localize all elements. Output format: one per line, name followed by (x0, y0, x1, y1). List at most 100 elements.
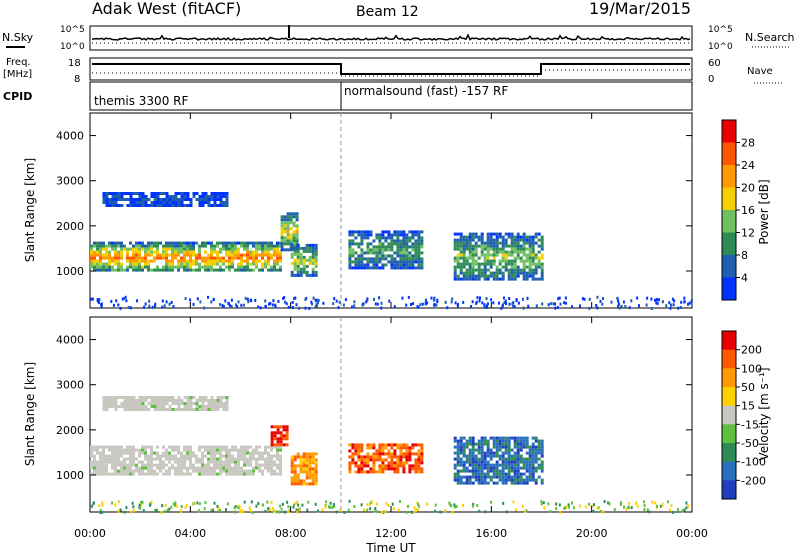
echo-cell (498, 241, 502, 245)
echo-cell (468, 436, 472, 440)
echo-cell (417, 239, 421, 243)
echo-cell (522, 241, 526, 245)
echo-cell (213, 445, 216, 449)
echo-cell (221, 304, 224, 308)
echo-cell (592, 509, 595, 513)
echo-cell (299, 270, 303, 274)
echo-cell (114, 204, 118, 207)
echo-cell (302, 458, 306, 462)
echo-cell (255, 256, 258, 260)
echo-cell (126, 399, 130, 402)
echo-cell (102, 466, 105, 470)
echo-cell (528, 262, 532, 266)
echo-cell (348, 464, 352, 468)
echo-cell (507, 259, 511, 263)
echo-cell (363, 251, 367, 255)
echo-cell (159, 192, 163, 195)
echo-cell (219, 469, 222, 473)
echo-cell (201, 256, 204, 260)
echo-cell (489, 265, 493, 269)
echo-cell (531, 235, 535, 239)
echo-cell (150, 247, 153, 251)
echo-cell (534, 268, 538, 272)
echo-cell (138, 244, 141, 248)
echo-cell (489, 457, 493, 461)
echo-cell (126, 457, 129, 461)
cpid-panel-frame (89, 81, 693, 111)
echo-cell (159, 201, 163, 204)
echo-cell (242, 303, 245, 307)
echo-cell (285, 302, 288, 306)
echo-cell (329, 501, 332, 505)
echo-cell (504, 259, 508, 263)
echo-cell (366, 242, 370, 246)
echo-cell (102, 262, 105, 266)
echo-cell (468, 247, 472, 251)
echo-cell (117, 445, 120, 449)
echo-cell (144, 472, 147, 476)
echo-cell (501, 256, 505, 260)
echo-cell (237, 506, 240, 510)
echo-cell (132, 268, 135, 272)
echo-cell (618, 306, 621, 310)
echo-cell (513, 478, 517, 482)
echo-cell (177, 451, 180, 455)
echo-cell (354, 452, 358, 456)
echo-cell (195, 466, 198, 470)
echo-cell (486, 469, 490, 473)
echo-cell (405, 455, 409, 459)
echo-cell (504, 244, 508, 248)
echo-cell (489, 241, 493, 245)
echo-cell (462, 454, 466, 458)
echo-cell (396, 251, 400, 255)
echo-cell (299, 252, 303, 256)
echo-cell (247, 300, 250, 304)
echo-cell (150, 457, 153, 461)
echo-cell (311, 455, 315, 459)
echo-cell (156, 457, 159, 461)
echo-cell (207, 256, 210, 260)
echo-cell (459, 271, 463, 275)
echo-cell (225, 201, 229, 204)
echo-cell (498, 250, 502, 254)
echo-cell (283, 221, 287, 225)
echo-cell (249, 256, 252, 260)
echo-cell (195, 241, 198, 245)
echo-cell (213, 466, 216, 470)
echo-cell (311, 476, 315, 480)
echo-cell (295, 230, 299, 234)
echo-cell (420, 461, 424, 465)
echo-cell (314, 243, 318, 247)
echo-cell (304, 306, 307, 310)
echo-cell (435, 303, 438, 307)
echo-cell (390, 464, 394, 468)
echo-cell (177, 204, 181, 207)
echo-cell (420, 245, 424, 249)
echo-cell (324, 505, 327, 509)
echo-cell (276, 241, 279, 245)
echo-cell (378, 254, 382, 258)
echo-cell (510, 478, 514, 482)
echo-cell (290, 479, 294, 483)
echo-cell (189, 457, 192, 461)
echo-cell (286, 218, 290, 222)
echo-cell (372, 458, 376, 462)
echo-cell (246, 469, 249, 473)
echo-cell (144, 256, 147, 260)
echo-cell (602, 297, 604, 300)
echo-cell (311, 267, 315, 271)
echo-cell (156, 396, 160, 399)
echo-cell (162, 198, 166, 201)
echo-cell (225, 247, 228, 251)
echo-cell (495, 241, 499, 245)
echo-cell (222, 259, 225, 263)
echo-cell (446, 306, 449, 310)
echo-cell (630, 299, 633, 303)
echo-cell (108, 448, 111, 452)
echo-cell (363, 263, 367, 267)
echo-cell (416, 502, 419, 506)
echo-cell (459, 247, 463, 251)
echo-cell (166, 508, 169, 512)
echo-cell (390, 233, 394, 237)
echo-cell (204, 192, 208, 195)
